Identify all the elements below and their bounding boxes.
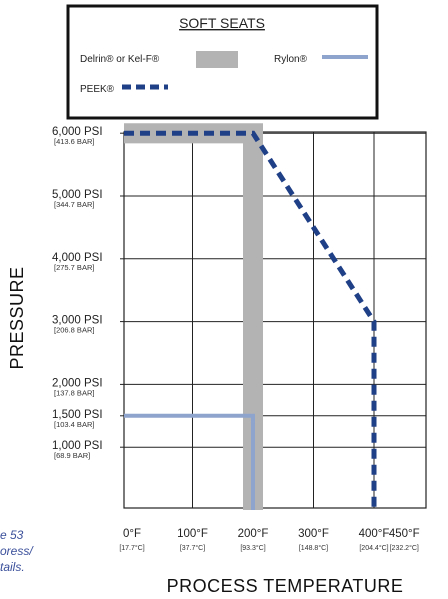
y-tick-sublabel: [137.8 BAR] — [54, 388, 94, 397]
y-tick-sublabel: [275.7 BAR] — [54, 263, 94, 272]
x-tick-sublabel: [204.4°C] — [359, 544, 388, 552]
side-note-line-1: e 53 — [0, 528, 24, 542]
x-tick-label: 300°F — [298, 528, 329, 540]
y-tick-label: 3,000 PSI — [52, 315, 103, 327]
y-tick-label: 2,000 PSI — [52, 377, 103, 389]
series-delrin — [124, 123, 263, 510]
grid-frame — [123, 131, 427, 509]
side-note-line-2: oress/ — [0, 544, 34, 558]
x-axis-title: PROCESS TEMPERATURE — [167, 576, 404, 596]
rylon-line — [124, 413, 255, 510]
legend-title: SOFT SEATS — [179, 15, 265, 31]
side-note: e 53 oress/ tails. — [0, 528, 34, 574]
plot-area: 6,000 PSI[413.6 BAR] 5,000 PSI[344.7 BAR]… — [52, 123, 427, 552]
y-tick-sublabel: [206.8 BAR] — [54, 326, 94, 335]
legend-label-peek: PEEK® — [80, 84, 115, 95]
y-tick-sublabel: [413.6 BAR] — [54, 137, 94, 146]
x-tick-sublabel: [232.2°C] — [390, 544, 419, 552]
x-tick-label: 200°F — [238, 528, 269, 540]
y-tick-label: 5,000 PSI — [52, 189, 103, 201]
x-tick-label: 400°F — [359, 528, 390, 540]
delrin-band-top — [124, 132, 263, 144]
legend-label-rylon: Rylon® — [274, 54, 308, 65]
side-note-line-3: tails. — [0, 560, 25, 574]
y-tick-label: 4,000 PSI — [52, 252, 103, 264]
y-tick-labels: 6,000 PSI[413.6 BAR] 5,000 PSI[344.7 BAR]… — [52, 126, 124, 460]
x-tick-label: 100°F — [177, 528, 208, 540]
y-tick-label: 1,500 PSI — [52, 409, 103, 421]
legend-label-delrin: Delrin® or Kel-F® — [80, 54, 160, 65]
legend-swatch-delrin — [196, 51, 238, 68]
y-tick-sublabel: [103.4 BAR] — [54, 420, 94, 429]
series-peek — [124, 130, 377, 510]
y-tick-label: 6,000 PSI — [52, 126, 103, 138]
peek-line — [124, 130, 377, 510]
y-tick-label: 1,000 PSI — [52, 440, 103, 452]
y-tick-sublabel: [68.9 BAR] — [54, 451, 90, 460]
legend: SOFT SEATS Delrin® or Kel-F® Rylon® PEEK… — [66, 4, 379, 120]
x-tick-label: 0°F — [123, 528, 141, 540]
x-tick-sublabel: [93.3°C] — [240, 544, 265, 552]
series-rylon — [124, 413, 255, 510]
y-tick-sublabel: [344.7 BAR] — [54, 200, 94, 209]
grid — [123, 131, 427, 509]
x-tick-sublabel: [37.7°C] — [180, 544, 205, 552]
x-tick-label: 450°F — [389, 528, 420, 540]
y-axis-title: PRESSURE — [7, 266, 27, 369]
x-tick-sublabel: [17.7°C] — [119, 544, 144, 552]
x-tick-sublabel: [148.8°C] — [299, 544, 328, 552]
x-tick-labels: 0°F [17.7°C] 100°F [37.7°C] 200°F [93.3°C] 300… — [119, 528, 419, 552]
